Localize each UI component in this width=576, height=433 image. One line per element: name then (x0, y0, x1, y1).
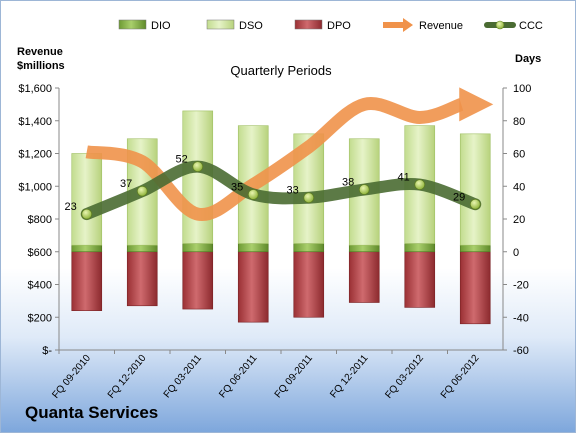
left-tick-label: $1,400 (18, 116, 52, 128)
left-tick-label: $600 (28, 247, 52, 259)
x-tick-label: FQ 03-2011 (162, 353, 205, 401)
ccc-data-label: 41 (398, 172, 410, 184)
left-tick-label: $1,200 (18, 149, 52, 161)
x-tick-label: FQ 06-2012 (439, 353, 482, 401)
right-tick-label: 20 (513, 214, 525, 226)
bar-dio (126, 244, 158, 253)
right-tick-label: 0 (513, 247, 519, 259)
bar-dio (237, 243, 269, 253)
ccc-point (136, 185, 148, 197)
ccc-point (247, 189, 259, 200)
bars (71, 110, 491, 325)
legend-marker-ccc (495, 20, 505, 30)
bar-dio (71, 244, 103, 253)
ccc-data-label: 23 (65, 201, 77, 213)
ccc-point (414, 179, 426, 191)
legend-label-dpo: DPO (327, 20, 351, 32)
x-tick-label: FQ 09-2011 (273, 353, 316, 401)
ccc-data-label: 37 (120, 178, 132, 190)
legend: DIO DSO DPO Revenue CCC (118, 18, 543, 32)
bar-dpo (459, 251, 491, 325)
x-tick-label: FQ 09-2010 (50, 353, 93, 401)
ccc-data-label: 52 (176, 154, 188, 166)
bar-dpo (348, 251, 380, 303)
company-name: Quanta Services (25, 403, 159, 422)
left-axis-title-line-2: $millions (17, 60, 65, 72)
ccc-point (81, 208, 93, 220)
bar-dpo (404, 251, 436, 308)
ccc-data-label: 33 (287, 185, 299, 197)
bar-dpo (126, 251, 158, 307)
bar-dio (293, 243, 325, 253)
data-labels: 23 37 52 35 33 38 41 29 (65, 154, 466, 213)
right-tick-label: 80 (513, 116, 525, 128)
bar-dpo (293, 251, 325, 318)
bar-dpo (182, 251, 214, 310)
bar-dso (459, 133, 491, 246)
right-tick-label: 60 (513, 149, 525, 161)
bar-dso (182, 110, 214, 244)
x-tick-label: FQ 12-2010 (106, 353, 149, 401)
bar-dio (348, 244, 380, 253)
bar-dio (404, 243, 436, 253)
ccc-point (469, 198, 481, 210)
left-tick-label: $- (42, 345, 52, 357)
bar-dio (182, 243, 214, 253)
left-axis-title: Revenue $millions (17, 45, 97, 73)
bar-dio (459, 244, 491, 253)
legend-swatch-dpo (294, 19, 323, 30)
ccc-point (358, 184, 370, 195)
ccc-data-label: 35 (231, 181, 243, 193)
legend-swatch-dso (206, 19, 235, 30)
revenue-arrowhead (459, 87, 494, 122)
right-axis-title: Days (515, 53, 542, 65)
right-tick-label: -60 (513, 345, 529, 357)
left-tick-label: $200 (28, 312, 52, 324)
revenue-line (85, 97, 464, 221)
chart-title: Quarterly Periods (230, 63, 332, 78)
legend-label-revenue: Revenue (419, 20, 463, 32)
ccc-point (192, 161, 204, 173)
bar-dso (71, 153, 103, 246)
x-tick-label: FQ 03-2012 (383, 353, 426, 401)
left-tick-label: $1,600 (18, 83, 52, 95)
left-tick-label: $400 (28, 280, 52, 292)
ccc-data-label: 38 (342, 177, 354, 189)
legend-label-ccc: CCC (519, 20, 543, 32)
x-tick-label: FQ 12-2011 (328, 353, 371, 401)
ccc-point (303, 192, 315, 204)
x-tick-label: FQ 06-2011 (217, 353, 260, 401)
legend-swatch-revenue (383, 18, 413, 32)
bar-dpo (237, 251, 269, 323)
left-tick-label: $800 (28, 214, 52, 226)
legend-label-dio: DIO (151, 20, 171, 32)
left-tick-label: $1,000 (18, 181, 52, 193)
right-tick-label: 100 (513, 83, 531, 95)
lines (80, 87, 494, 221)
legend-swatch-dio (118, 19, 147, 30)
right-tick-label: -20 (513, 280, 529, 292)
right-tick-label: -40 (513, 312, 529, 324)
ccc-data-label: 29 (453, 191, 465, 203)
ccc-line (80, 160, 482, 221)
bar-dpo (71, 251, 103, 312)
right-tick-label: 40 (513, 181, 525, 193)
left-axis-title-line-1: Revenue (17, 46, 63, 58)
legend-label-dso: DSO (239, 20, 263, 32)
